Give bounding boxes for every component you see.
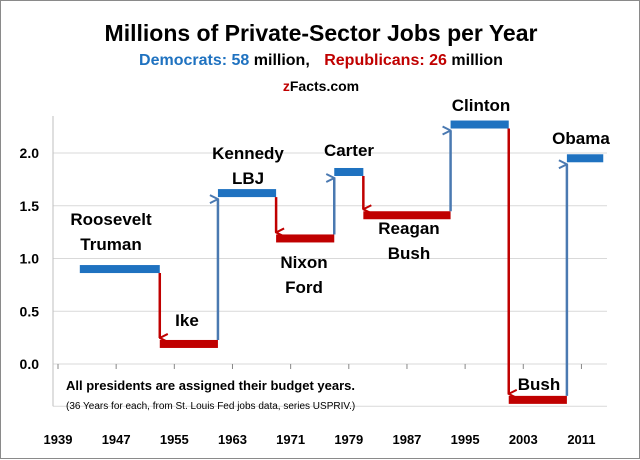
president-label: Ford (285, 278, 323, 297)
x-tick-label: 1963 (218, 432, 247, 447)
y-tick-label: 2.0 (20, 145, 40, 161)
president-label: Truman (80, 235, 141, 254)
president-label: Ike (175, 311, 199, 330)
note-line-1: All presidents are assigned their budget… (66, 378, 355, 393)
president-label: Roosevelt (70, 210, 152, 229)
note-line-2: (36 Years for each, from St. Louis Fed j… (66, 401, 355, 412)
chart-title: Millions of Private-Sector Jobs per Year (105, 20, 538, 46)
segment-reagan (363, 211, 451, 220)
x-tick-label: 1979 (334, 432, 363, 447)
president-label: Nixon (280, 253, 327, 272)
president-label: Carter (324, 141, 374, 160)
source-logo: zFacts.com (283, 78, 359, 94)
segment-carter (334, 167, 364, 176)
rep-label: Republicans: (324, 52, 424, 69)
rep-unit: million (451, 52, 503, 69)
x-tick-label: 1955 (160, 432, 189, 447)
president-label: Bush (518, 375, 561, 394)
segment-ike (159, 339, 218, 348)
president-label: Bush (388, 244, 431, 263)
segment-nixon (276, 234, 335, 243)
x-tick-label: 1995 (451, 432, 480, 447)
president-label: Reagan (378, 219, 439, 238)
segment-clinton (450, 120, 509, 129)
dem-unit: million, (254, 52, 310, 69)
president-label: LBJ (232, 169, 264, 188)
dem-value: 58 (232, 52, 250, 69)
y-tick-label: 0.5 (20, 303, 40, 319)
x-tick-label: 2003 (509, 432, 538, 447)
y-tick-label: 1.0 (20, 251, 40, 267)
segment-kennedy (217, 189, 277, 198)
segment-roosevelt (79, 265, 160, 274)
x-tick-label: 1947 (102, 432, 131, 447)
x-tick-label: 1971 (276, 432, 305, 447)
chart-subtitle: Democrats: 58 million, Republicans: 26 m… (139, 52, 503, 69)
segment-obama (566, 154, 604, 163)
segment-bush (508, 395, 567, 404)
dem-label: Democrats: (139, 52, 227, 69)
y-tick-label: 1.5 (20, 198, 40, 214)
x-tick-label: 1987 (392, 432, 421, 447)
president-label: Clinton (452, 96, 511, 115)
president-label: Kennedy (212, 144, 284, 163)
y-tick-label: 0.0 (20, 356, 40, 372)
x-tick-label: 1939 (44, 432, 73, 447)
rep-value: 26 (429, 52, 447, 69)
president-label: Obama (552, 129, 610, 148)
x-tick-label: 2011 (567, 432, 595, 447)
